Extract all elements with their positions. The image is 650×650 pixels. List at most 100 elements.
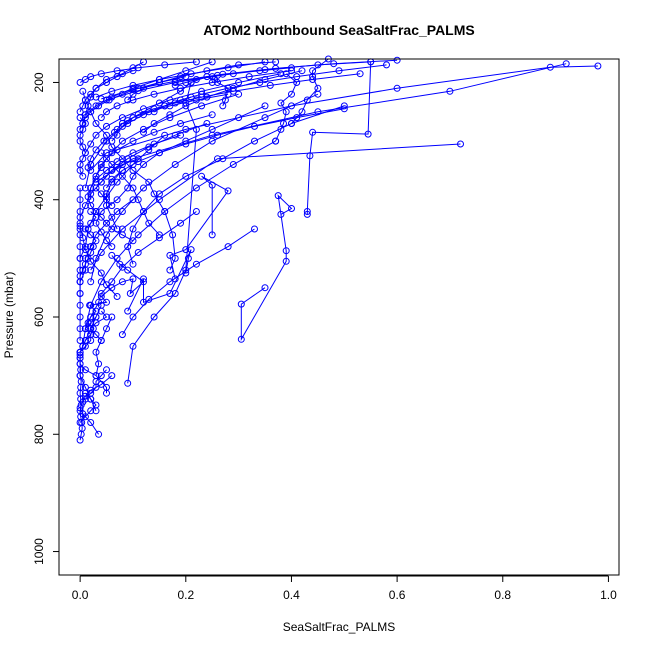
data-point	[103, 108, 110, 116]
data-point	[171, 254, 179, 262]
data-point	[103, 383, 110, 391]
y-axis-label: Pressure (mbar)	[2, 272, 16, 359]
data-point	[124, 117, 132, 125]
data-point	[100, 137, 108, 145]
data-point	[76, 196, 84, 204]
data-point	[108, 225, 116, 233]
data-point	[76, 254, 84, 262]
series-line	[127, 82, 197, 384]
series-line	[90, 310, 108, 341]
data-point	[118, 114, 126, 122]
data-point	[84, 164, 92, 171]
data-point	[288, 120, 295, 127]
data-point	[92, 208, 100, 215]
data-point	[198, 172, 206, 180]
data-point	[103, 155, 110, 163]
data-point	[129, 260, 137, 268]
data-point	[76, 325, 84, 333]
data-point	[92, 237, 100, 245]
data-point	[150, 90, 158, 98]
data-point	[97, 70, 105, 78]
data-point	[87, 140, 95, 148]
data-point	[182, 172, 190, 180]
series-line	[90, 93, 319, 282]
data-point	[108, 202, 116, 210]
data-point	[171, 131, 179, 139]
data-point	[161, 131, 169, 139]
data-point	[208, 231, 216, 239]
data-point	[303, 208, 311, 215]
data-point	[129, 81, 137, 89]
data-point	[76, 272, 84, 280]
series-line	[106, 108, 345, 189]
data-point	[330, 60, 338, 68]
data-point	[272, 64, 280, 72]
data-point	[256, 67, 264, 75]
data-point	[171, 77, 179, 85]
data-point	[113, 67, 121, 75]
data-point	[79, 172, 87, 180]
data-point	[92, 102, 100, 110]
data-point	[111, 128, 118, 136]
data-point	[208, 137, 216, 145]
data-point	[208, 181, 216, 189]
data-point	[129, 313, 137, 321]
series-line	[306, 61, 372, 215]
data-point	[103, 131, 110, 139]
data-point	[161, 208, 169, 215]
data-point	[166, 96, 174, 104]
data-point	[76, 161, 84, 168]
y-tick-label: 1000	[32, 538, 46, 565]
series-line	[79, 316, 97, 353]
series-line	[79, 70, 134, 113]
data-point	[87, 319, 95, 327]
data-point	[76, 79, 84, 86]
data-point	[288, 102, 295, 110]
data-point	[129, 86, 137, 93]
data-point	[108, 166, 116, 174]
series-line	[169, 175, 229, 280]
data-point	[81, 325, 89, 333]
series-line	[95, 158, 139, 206]
data-point	[87, 90, 95, 98]
data-point	[87, 301, 95, 309]
data-point	[134, 155, 142, 163]
data-point	[124, 184, 132, 192]
data-point	[76, 372, 84, 380]
data-point	[166, 266, 174, 274]
data-point	[103, 366, 110, 374]
data-point	[113, 293, 121, 300]
data-point	[113, 158, 121, 166]
data-point	[108, 251, 116, 259]
data-point	[103, 79, 110, 86]
data-point	[221, 96, 229, 104]
series-line	[127, 249, 192, 312]
series-line	[100, 152, 160, 236]
data-point	[92, 172, 100, 180]
data-point	[76, 125, 84, 133]
y-tick-label: 800	[32, 424, 46, 444]
data-point	[293, 73, 301, 81]
data-point	[108, 213, 116, 221]
data-point	[97, 190, 105, 198]
data-point	[155, 149, 163, 157]
x-tick-label: 0.6	[389, 588, 406, 602]
data-point	[277, 210, 285, 218]
data-point	[235, 114, 243, 122]
data-point	[245, 73, 253, 81]
x-tick-label: 0.0	[72, 588, 89, 602]
data-point	[134, 111, 142, 119]
data-point	[229, 70, 237, 78]
series-line	[95, 61, 266, 98]
data-point	[446, 87, 454, 95]
series-line	[79, 246, 94, 282]
data-point	[277, 125, 285, 133]
data-point	[76, 348, 84, 356]
data-point	[155, 231, 163, 239]
data-point	[97, 149, 105, 157]
data-point	[84, 193, 92, 201]
series-line	[84, 211, 97, 247]
data-point	[237, 300, 245, 308]
data-point	[150, 140, 158, 148]
data-point	[187, 246, 195, 254]
